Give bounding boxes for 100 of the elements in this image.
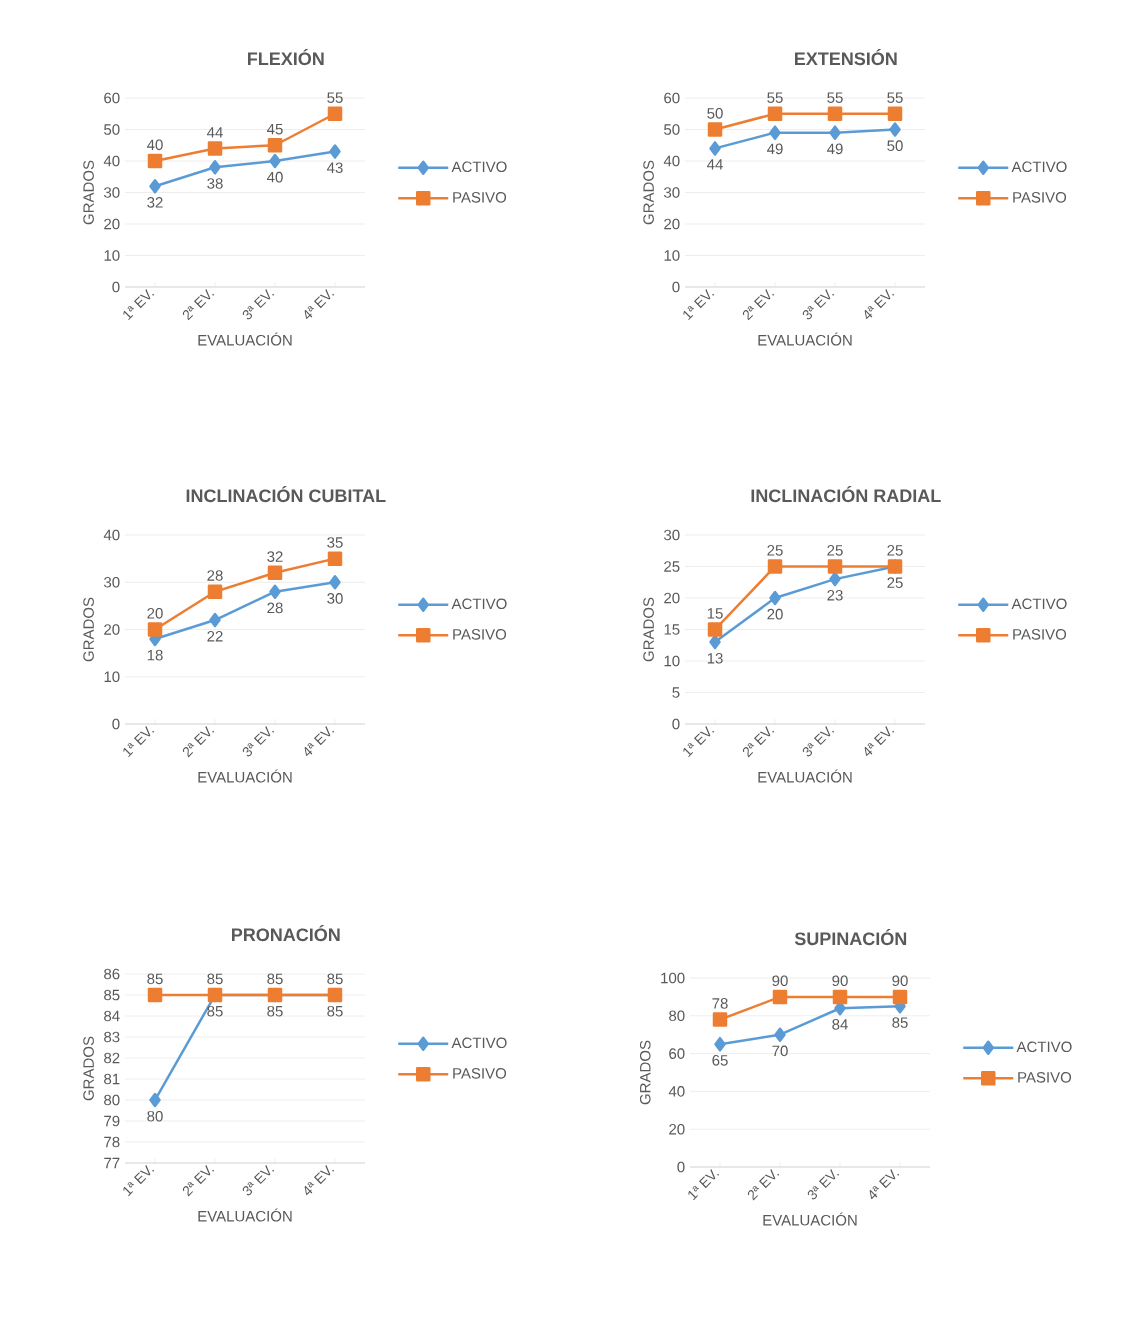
point xyxy=(889,122,901,137)
data-label: 55 xyxy=(327,92,343,103)
y-tick-label: 84 xyxy=(104,1010,120,1022)
data-label: 90 xyxy=(832,975,848,987)
legend-label: PASIVO xyxy=(1013,192,1067,203)
point xyxy=(267,565,283,581)
point xyxy=(887,106,903,122)
x-tick-label: 2ª EV. xyxy=(182,725,215,758)
data-label: 35 xyxy=(327,537,343,548)
y-tick-label: 86 xyxy=(104,968,120,980)
x-tick-label: 3ª EV. xyxy=(807,1168,840,1200)
data-label: 44 xyxy=(207,127,223,138)
legend-label: ACTIVO xyxy=(451,1037,507,1049)
data-label: 32 xyxy=(147,197,163,208)
y-tick-label: 0 xyxy=(112,281,120,293)
data-label: 85 xyxy=(267,973,283,985)
x-tick-label: 2ª EV. xyxy=(182,1164,215,1197)
data-label: 80 xyxy=(147,1110,163,1122)
chart-title: FLEXIÓN xyxy=(248,49,324,66)
point xyxy=(767,106,783,122)
x-tick-label: 2ª EV. xyxy=(747,1168,780,1201)
data-label: 20 xyxy=(147,608,163,619)
data-label: 70 xyxy=(772,1045,788,1057)
x-tick-label: 1ª EV. xyxy=(123,725,155,758)
data-label: 55 xyxy=(887,92,903,103)
y-tick-label: 50 xyxy=(104,124,120,135)
point xyxy=(769,590,781,606)
point xyxy=(709,141,721,156)
data-label: 85 xyxy=(892,1017,908,1028)
point xyxy=(707,122,723,137)
x-tick-label: 1ª EV. xyxy=(688,1168,720,1201)
x-tick-label: 4ª EV. xyxy=(304,725,335,757)
legend-label: ACTIVO xyxy=(1011,598,1067,610)
x-tick-label: 2ª EV. xyxy=(742,288,775,321)
x-tick-label: 3ª EV. xyxy=(242,725,275,757)
data-label: 40 xyxy=(267,171,283,183)
data-label: 38 xyxy=(207,178,223,189)
y-tick-label: 30 xyxy=(664,187,680,198)
y-tick-label: 79 xyxy=(104,1115,120,1127)
point xyxy=(327,106,343,122)
x-tick-label: 4ª EV. xyxy=(864,288,895,320)
legend-label: PASIVO xyxy=(453,629,507,640)
point xyxy=(269,153,281,169)
y-tick-label: 60 xyxy=(669,1048,685,1059)
y-tick-label: 83 xyxy=(104,1031,120,1043)
y-tick-label: 20 xyxy=(664,218,680,230)
data-label: 55 xyxy=(827,92,843,103)
point xyxy=(707,622,723,637)
point xyxy=(767,559,783,574)
y-tick-label: 10 xyxy=(664,655,680,667)
y-tick-label: 40 xyxy=(103,155,120,167)
legend-label: PASIVO xyxy=(1018,1072,1072,1083)
y-tick-label: 82 xyxy=(104,1052,120,1064)
point xyxy=(269,584,281,599)
data-label: 49 xyxy=(827,143,843,155)
chart-title: INCLINACIÓN RADIAL xyxy=(751,486,941,503)
data-label: 22 xyxy=(207,630,223,642)
legend-label: ACTIVO xyxy=(451,598,507,610)
y-axis-title: GRADOS xyxy=(83,160,94,225)
y-tick-label: 15 xyxy=(664,624,680,635)
data-label: 65 xyxy=(712,1055,728,1066)
x-tick-label: 1ª EV. xyxy=(683,725,715,758)
data-label: 20 xyxy=(767,608,783,620)
point xyxy=(892,989,908,1005)
y-tick-label: 81 xyxy=(104,1073,120,1085)
legend-label: ACTIVO xyxy=(1011,161,1067,173)
x-tick-label: 1ª EV. xyxy=(123,288,155,321)
data-label: 15 xyxy=(707,608,723,619)
x-tick-label: 1ª EV. xyxy=(123,1164,155,1197)
y-tick-label: 50 xyxy=(664,124,680,135)
point xyxy=(827,559,843,574)
x-tick-label: 3ª EV. xyxy=(242,288,275,320)
y-tick-label: 40 xyxy=(668,1086,685,1097)
y-axis-title: GRADOS xyxy=(83,1036,94,1101)
y-tick-label: 30 xyxy=(104,576,120,588)
y-tick-label: 80 xyxy=(104,1094,120,1106)
point xyxy=(774,1027,786,1042)
chart-title: SUPINACIÓN xyxy=(794,929,907,946)
y-tick-label: 77 xyxy=(104,1157,120,1169)
y-tick-label: 20 xyxy=(104,624,120,635)
x-axis-title: EVALUACIÓN xyxy=(198,769,292,783)
x-tick-label: 2ª EV. xyxy=(182,288,215,321)
x-axis-title: EVALUACIÓN xyxy=(758,769,852,783)
point xyxy=(147,153,163,169)
y-tick-label: 0 xyxy=(677,1161,685,1173)
data-label: 84 xyxy=(832,1019,848,1030)
point xyxy=(827,106,843,122)
point xyxy=(829,125,841,140)
point xyxy=(712,1012,728,1027)
legend-label: PASIVO xyxy=(1013,629,1067,640)
x-tick-label: 4ª EV. xyxy=(304,1164,335,1196)
data-label: 40 xyxy=(147,139,163,151)
data-label: 55 xyxy=(767,92,783,103)
x-tick-label: 3ª EV. xyxy=(802,725,835,757)
data-label: 78 xyxy=(712,998,728,1009)
y-tick-label: 60 xyxy=(104,92,120,104)
point xyxy=(147,622,163,637)
y-tick-label: 20 xyxy=(669,1123,685,1135)
data-label: 25 xyxy=(887,577,903,588)
point xyxy=(207,584,223,599)
